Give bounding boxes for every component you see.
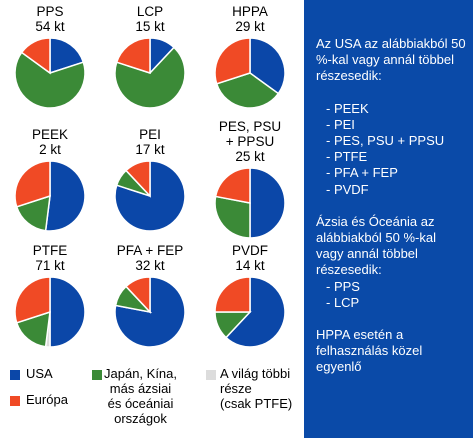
pie-title: PTFE: [32, 243, 68, 258]
pie-slice-europe: [14, 276, 51, 324]
legend-label-rest: A világ többi része (csak PTFE): [220, 366, 293, 411]
usa-majority-list-item: - PES, PSU + PPSU: [326, 133, 445, 149]
usa-majority-list-item: - PEEK: [326, 100, 369, 116]
pie-graphic: [14, 37, 86, 109]
pie-title: HPPA: [232, 4, 268, 19]
asia-majority-list: - PPS - LCP: [316, 279, 467, 311]
asia-majority-text: Ázsia és Óceánia az alábbiakból 50 %-kal…: [316, 213, 436, 278]
usa-majority-text: Az USA az alábbiakból 50 %-kal vagy anná…: [316, 36, 466, 84]
legend-swatch-usa: [10, 370, 20, 380]
asia-majority-list-item: - LCP: [326, 294, 360, 310]
pie-graphic: [14, 276, 86, 348]
legend-swatch-asia: [92, 370, 102, 380]
pie-slice-asia: [215, 72, 280, 109]
asia-majority-list-item: - PPS: [326, 278, 360, 294]
pie-ptfe: PTFE 71 kt: [0, 243, 100, 350]
pie-slice-usa: [249, 37, 286, 95]
pie-slice-europe: [20, 37, 51, 75]
pie-volume: 17 kt: [135, 142, 165, 157]
hppa-note: HPPA esetén a felhasználás közel egyenlő: [316, 327, 423, 375]
legend-swatch-rest: [206, 370, 216, 380]
pie-slice-asia: [114, 46, 186, 109]
usa-majority-list-item: - PTFE: [326, 149, 368, 165]
pie-slice-europe: [124, 160, 151, 198]
pie-title: PEI: [139, 127, 161, 142]
pie-title: LCP: [136, 4, 164, 19]
pie-lcp: LCP 15 kt: [100, 4, 200, 111]
pie-slice-europe: [214, 37, 251, 85]
pie-slice-usa: [49, 276, 86, 348]
pie-pes-psu-ppsu: PES, PSU + PPSU 25 kt: [200, 119, 300, 241]
legend-swatch-europe: [10, 396, 20, 406]
pie-pps: PPS 54 kt: [0, 4, 100, 111]
pie-graphic: [214, 276, 286, 348]
pie-volume: 54 kt: [35, 19, 65, 34]
pie-graphic: [114, 276, 186, 348]
pie-title: PPS: [36, 4, 64, 19]
pie-slice-usa: [44, 160, 86, 232]
pie-slice-asia: [14, 51, 86, 109]
pie-title: PES, PSU: [218, 119, 282, 134]
pie-slice-asia: [214, 195, 251, 239]
pie-graphic: [114, 37, 186, 109]
pie-slice-europe: [214, 276, 251, 313]
pie-volume: 29 kt: [235, 19, 265, 34]
pie-volume: 15 kt: [135, 19, 165, 34]
usa-majority-list: - PEEK - PEI - PES, PSU + PPSU - PTFE - PFA …: [316, 101, 467, 198]
pie-graphic: [214, 37, 286, 109]
pie-volume: 2 kt: [39, 142, 61, 157]
pie-slice-usa: [114, 160, 186, 232]
legend-label-asia: Japán, Kína, más ázsiai és óceániai országo…: [104, 366, 177, 426]
pie-pei: PEI 17 kt: [100, 127, 200, 234]
pie-volume: 32 kt: [135, 258, 165, 273]
pie-pvdf: PVDF 14 kt: [200, 243, 300, 350]
pie-volume: 25 kt: [235, 149, 265, 164]
pie-slice-europe: [124, 276, 151, 314]
pie-volume: 71 kt: [35, 258, 65, 273]
usa-majority-list-item: - PEI: [326, 116, 355, 132]
info-sidebar: Az USA az alábbiakból 50 %-kal vagy anná…: [304, 0, 473, 438]
pie-slice-europe: [214, 167, 251, 204]
pie-chart-grid: PPS 54 kt LCP 15 kt HPPA 29 kt PEEK 2 kt PEI 17 k…: [0, 4, 300, 350]
legend-label-usa: USA: [26, 366, 53, 381]
usa-majority-list-item: - PVDF: [326, 181, 369, 197]
pie-graphic: [214, 167, 286, 239]
pie-hppa: HPPA 29 kt: [200, 4, 300, 111]
legend-label-europe: Európa: [26, 392, 68, 407]
pie-title: PVDF: [231, 243, 268, 258]
pie-graphic: [14, 160, 86, 232]
pie-graphic: [114, 160, 186, 232]
pie-volume: 14 kt: [235, 258, 265, 273]
usa-majority-list-item: - PFA + FEP: [326, 165, 398, 181]
pie-peek: PEEK 2 kt: [0, 127, 100, 234]
pie-slice-europe: [14, 160, 51, 208]
pie-slice-usa: [224, 276, 286, 348]
pie-slice-usa: [249, 167, 286, 239]
pie-pfa-fep: PFA + FEP 32 kt: [100, 243, 200, 350]
pie-slice-europe: [115, 37, 151, 75]
pie-title: + PPSU: [225, 134, 275, 149]
pie-title: PEEK: [31, 127, 69, 142]
pie-title: PFA + FEP: [116, 243, 184, 258]
